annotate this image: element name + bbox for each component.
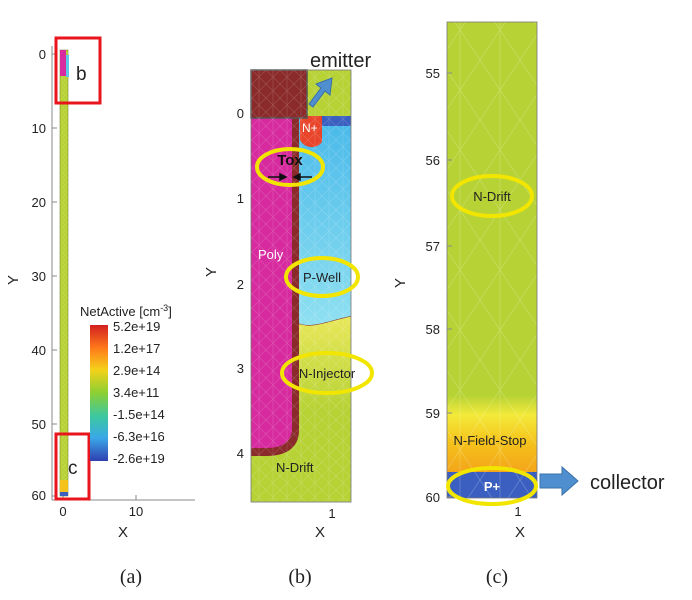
zoom-box-b <box>54 36 102 105</box>
panel-b: 0 1 2 3 4 1 Y X N+ Poly N-Drift Tox P-We… <box>203 50 374 588</box>
panel-c-y-label: Y <box>392 278 409 288</box>
panel-a-caption: (a) <box>120 566 142 588</box>
tick-label: 60 <box>32 488 46 503</box>
panel-b-y-ticks: 0 1 2 3 4 <box>237 106 244 461</box>
zoom-box-c <box>54 432 91 501</box>
tick-label: 0 <box>59 504 66 519</box>
tick-label: 50 <box>32 417 46 432</box>
ninjector-highlight <box>280 351 374 395</box>
pwell-label: P-Well <box>303 270 341 285</box>
device-strip-mesh <box>60 50 68 496</box>
tick-label: 2 <box>237 277 244 292</box>
collector-arrow <box>539 465 579 497</box>
panel-c-caption: (c) <box>486 566 508 588</box>
legend-entry: -1.5e+14 <box>113 407 165 422</box>
panel-c: 55 56 57 58 59 60 1 Y X N-Drift N-Field-… <box>392 21 665 588</box>
panel-b-y-label: Y <box>203 267 220 277</box>
poly-label: Poly <box>258 247 284 262</box>
legend-entry: -2.6e+19 <box>113 451 165 466</box>
zoom-box-c-label: c <box>68 458 78 479</box>
tick-label: 1 <box>328 506 335 521</box>
device-bottom-stop <box>60 480 68 494</box>
tick-label: 56 <box>426 153 440 168</box>
nplus-label: N+ <box>302 121 318 135</box>
tick-label: 4 <box>237 446 244 461</box>
panel-c-frame <box>446 21 538 499</box>
legend-entry: -6.3e+16 <box>113 429 165 444</box>
ndrift-label: N-Drift <box>276 460 314 475</box>
legend-entry: 2.9e+14 <box>113 363 160 378</box>
legend-entry: 1.2e+17 <box>113 341 160 356</box>
device-top-well <box>66 55 69 77</box>
tick-label: 10 <box>32 121 46 136</box>
device-bottom-pplus <box>60 492 68 496</box>
panel-a-y-ticks: 0 10 20 30 40 50 60 <box>32 47 57 503</box>
tick-label: 59 <box>426 406 440 421</box>
panel-a-y-label: Y <box>5 275 22 285</box>
tox-highlight <box>255 147 325 187</box>
panel-c-y-ticks: 55 56 57 58 59 60 <box>426 66 452 505</box>
pplus-highlight <box>446 466 538 506</box>
tick-label: 55 <box>426 66 440 81</box>
colorbar-legend: NetActive [cm-3] 5.2e+19 1.2e+17 2.9e+14… <box>80 303 172 466</box>
mesh-overlay-c <box>447 22 537 498</box>
panel-b-x-label: X <box>315 524 325 541</box>
tick-label: 1 <box>514 504 521 519</box>
panel-b-caption: (b) <box>288 566 311 588</box>
legend-entry: 3.4e+11 <box>113 385 159 400</box>
tick-label: 40 <box>32 343 46 358</box>
tick-label: 60 <box>426 490 440 505</box>
panel-c-x-label: X <box>515 524 525 541</box>
tick-label: 1 <box>237 191 244 206</box>
pwell-highlight <box>284 256 360 298</box>
fieldstop-label: N-Field-Stop <box>454 433 527 448</box>
tick-label: 10 <box>129 504 143 519</box>
tox-label: Tox <box>277 152 303 169</box>
legend-title: NetActive [cm-3] <box>80 303 172 319</box>
ninjector-label: N-Injector <box>299 366 356 381</box>
ndrift-highlight <box>450 174 534 218</box>
ndrift-c-label: N-Drift <box>473 189 511 204</box>
panel-a-x-label: X <box>118 524 128 541</box>
device-top-poly <box>60 50 66 76</box>
legend-entry: 5.2e+19 <box>113 319 160 334</box>
tick-label: 0 <box>237 106 244 121</box>
collector-label: collector <box>590 472 665 494</box>
emitter-label: emitter <box>310 50 371 72</box>
tick-label: 30 <box>32 269 46 284</box>
emitter-arrow <box>308 77 333 108</box>
tick-label: 20 <box>32 195 46 210</box>
tick-label: 58 <box>426 322 440 337</box>
tick-label: 3 <box>237 361 244 376</box>
pplus-label: P+ <box>484 479 501 494</box>
tox-arrows <box>268 172 312 182</box>
legend-colorbar <box>90 325 108 461</box>
panel-a: 0 10 20 30 40 50 60 0 10 Y X <box>5 36 195 588</box>
zoom-box-b-label: b <box>76 64 87 85</box>
tick-label: 0 <box>39 47 46 62</box>
mesh-overlay <box>251 70 351 502</box>
tick-label: 57 <box>426 239 440 254</box>
